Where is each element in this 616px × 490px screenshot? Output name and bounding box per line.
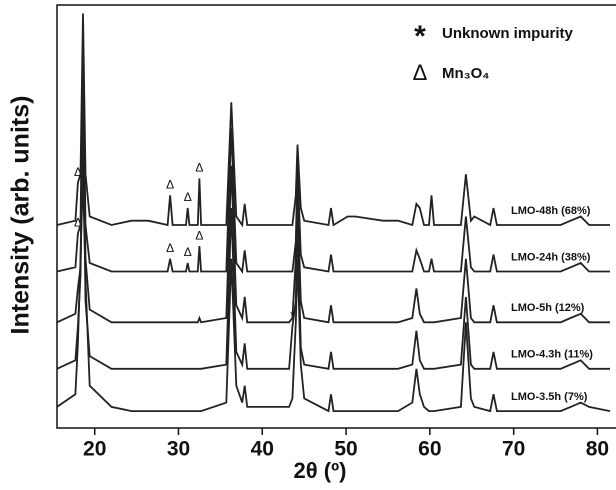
x-tick-label: 20: [83, 438, 106, 461]
peak-marker: *: [290, 309, 295, 323]
peak-marker: Δ: [166, 241, 174, 255]
x-tick-label: 40: [251, 438, 274, 461]
peak-marker: Δ: [184, 190, 192, 204]
peak-marker: Δ: [74, 216, 82, 230]
series-label: LMO-4.3h (11%): [511, 349, 593, 361]
legend-label: Mn₃O₄: [442, 65, 489, 82]
trace: [56, 174, 611, 413]
trace: [56, 68, 610, 324]
trace: [56, 34, 610, 274]
peak-marker: Δ: [195, 228, 203, 242]
plot-frame: [56, 4, 616, 429]
series-label: LMO-48h (68%): [511, 205, 591, 217]
y-axis-label: Intensity (arb. units): [7, 96, 35, 335]
series-label: LMO-24h (38%): [511, 251, 591, 263]
series-label: LMO-3.5h (7%): [511, 391, 588, 403]
legend-label: Unknown impurity: [442, 25, 573, 42]
peak-marker: Δ: [166, 178, 174, 192]
x-tick-label: 50: [334, 438, 357, 461]
x-tick-label: 70: [502, 438, 525, 461]
legend-symbol: *: [414, 20, 426, 53]
legend-symbol: Δ: [413, 60, 428, 85]
peak-marker: Δ: [195, 161, 203, 175]
trace: [56, 110, 610, 370]
x-tick-label: 60: [418, 438, 441, 461]
peak-marker: Δ: [184, 245, 192, 259]
x-axis-label: 2θ (º): [294, 458, 347, 483]
peak-marker: Δ: [74, 165, 82, 179]
trace: [56, 13, 610, 228]
series-label: LMO-5h (12%): [511, 302, 585, 314]
x-tick-label: 80: [586, 438, 609, 461]
x-tick-label: 30: [167, 438, 190, 461]
